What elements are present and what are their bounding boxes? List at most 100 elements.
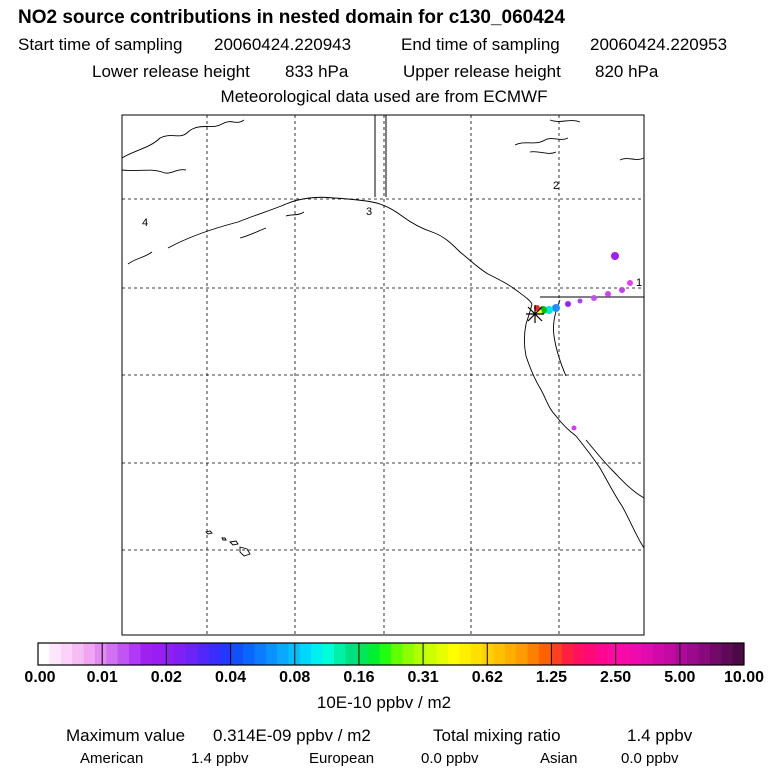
colorbar-cell [652, 643, 665, 665]
met-data-line: Meteorological data used are from ECMWF [220, 87, 548, 106]
region-label-2: 2 [553, 180, 559, 192]
colorbar-cell [527, 643, 540, 665]
max-value-label: Maximum value [66, 726, 186, 745]
colorbar-cell [311, 643, 324, 665]
colorbar-cell [504, 643, 517, 665]
colorbar-cell [425, 643, 437, 665]
no2-plume [534, 252, 633, 431]
colorbar-tick-label: 0.01 [86, 669, 118, 686]
colorbar-cell [151, 643, 164, 665]
lower-release-value: 833 hPa [285, 62, 349, 81]
upper-release-value: 820 hPa [595, 62, 659, 81]
end-time-value: 20060424.220953 [590, 35, 728, 54]
colorbar-cell [482, 643, 494, 665]
colorbar-cell [561, 643, 574, 665]
colorbar-cell [299, 643, 312, 665]
region-label-3: 3 [366, 206, 372, 218]
plume-spot [571, 425, 577, 431]
colorbar-cell [129, 643, 141, 665]
colorbar-cell [447, 643, 460, 665]
colorbar-cell [242, 643, 255, 665]
region-asian-label: Asian [540, 750, 578, 767]
colorbar-cell [584, 643, 597, 665]
star-marker-icon [526, 305, 544, 323]
page-title: NO2 source contributions in nested domai… [18, 7, 565, 28]
colorbar-cell [83, 643, 96, 665]
upper-release-label: Upper release height [403, 62, 561, 81]
colorbar-tick-label: 0.62 [471, 669, 503, 686]
colorbar-cell [379, 643, 392, 665]
colorbar-cell [516, 643, 529, 665]
colorbar-tick-label: 2.50 [600, 669, 632, 686]
colorbar-cell [664, 643, 677, 665]
colorbar-cell [254, 643, 267, 665]
colorbar-cell [413, 643, 426, 665]
start-time-label: Start time of sampling [18, 35, 183, 54]
colorbar-cell [550, 643, 563, 665]
plume-spot [605, 291, 611, 297]
colorbar-tick-label: 0.08 [279, 669, 311, 686]
plume-spot [552, 304, 560, 312]
colorbar-cell [641, 643, 654, 665]
colorbar-cell [675, 643, 688, 665]
plume-spot [545, 306, 553, 314]
colorbar-cell [459, 643, 472, 665]
colorbar-cell [117, 643, 130, 665]
colorbar [38, 643, 745, 665]
plume-spot [627, 280, 633, 286]
region-european-label: European [309, 750, 375, 767]
hawaii-islands [205, 530, 251, 557]
colorbar-cell [721, 643, 734, 665]
plume-spot [611, 252, 619, 260]
colorbar-cell [470, 643, 483, 665]
colorbar-cell [220, 643, 232, 665]
coastlines [121, 119, 645, 549]
colorbar-cell [163, 643, 176, 665]
colorbar-cell [334, 643, 346, 665]
colorbar-cell [493, 643, 506, 665]
colorbar-cell [618, 643, 631, 665]
total-mixing-ratio-value: 1.4 ppbv [627, 726, 693, 745]
colorbar-frame [37, 642, 745, 666]
colorbar-tick-label: 0.00 [24, 669, 56, 686]
colorbar-cell [402, 643, 415, 665]
colorbar-tick-label: 0.16 [343, 669, 375, 686]
colorbar-cell [709, 643, 722, 665]
colorbar-cell [356, 643, 369, 665]
colorbar-cell [322, 643, 335, 665]
colorbar-cell [573, 643, 585, 665]
colorbar-cell [698, 643, 711, 665]
lower-release-label: Lower release height [92, 62, 250, 81]
region-label-1: 1 [636, 277, 642, 289]
colorbar-cell [197, 643, 210, 665]
total-mixing-ratio-label: Total mixing ratio [433, 726, 561, 745]
colorbar-cell [607, 643, 620, 665]
region-american-label: American [80, 750, 144, 767]
colorbar-cell [106, 643, 119, 665]
colorbar-cell [368, 643, 381, 665]
end-time-label: End time of sampling [401, 35, 560, 54]
colorbar-tick-label: 1.25 [535, 669, 568, 686]
colorbar-cell [72, 643, 84, 665]
plume-spot [577, 298, 583, 304]
region-european-value: 0.0 ppbv [421, 750, 479, 767]
colorbar-dividers [101, 643, 681, 665]
colorbar-cell [174, 643, 187, 665]
plume-spot [565, 301, 571, 307]
colorbar-cell [345, 643, 358, 665]
colorbar-cell [391, 643, 403, 665]
colorbar-cell [208, 643, 221, 665]
colorbar-tick-label: 0.31 [407, 669, 439, 686]
colorbar-cell [539, 643, 551, 665]
region-boundaries [374, 115, 644, 298]
colorbar-unit: 10E-10 ppbv / m2 [316, 693, 452, 712]
region-label-list: 1 2 3 4 [142, 180, 642, 289]
colorbar-cell [732, 643, 745, 665]
colorbar-cell [94, 643, 107, 665]
colorbar-tick-label: 10.00 [723, 669, 765, 686]
region-asian-value: 0.0 ppbv [621, 750, 679, 767]
colorbar-cell [49, 643, 62, 665]
colorbar-cell [186, 643, 198, 665]
colorbar-cell [60, 643, 73, 665]
colorbar-cell [277, 643, 289, 665]
